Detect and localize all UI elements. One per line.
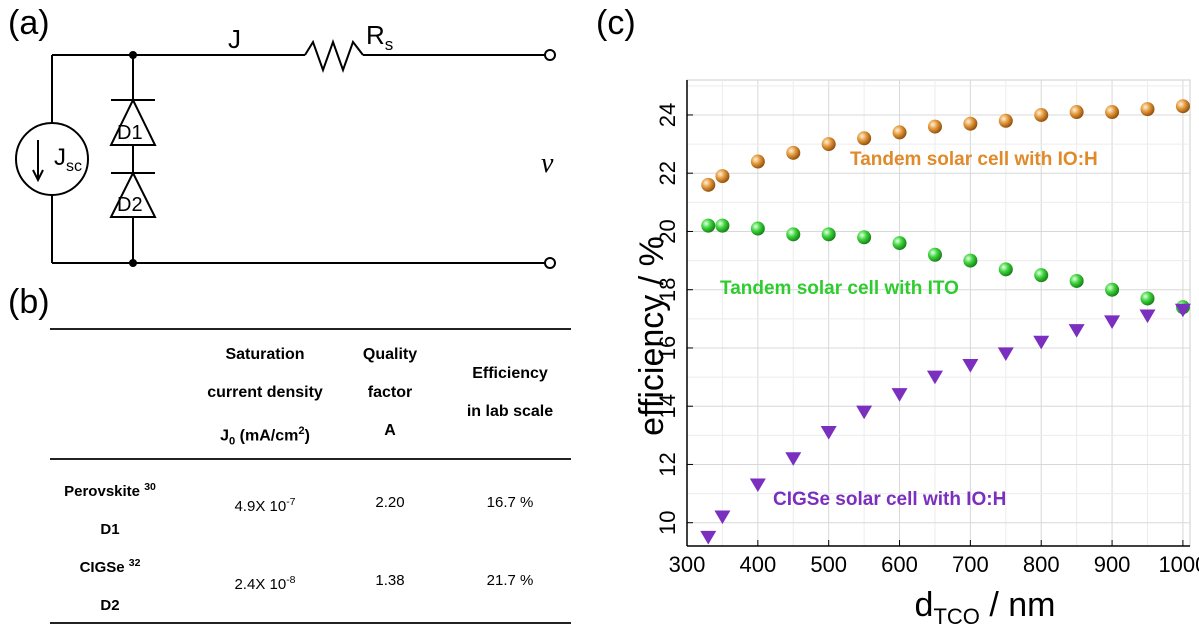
parameter-table: Saturation current density J0 (mA/cm2) Q… bbox=[50, 328, 571, 628]
mark-ito-tandem bbox=[998, 262, 1013, 277]
mark-io-h-tandem bbox=[821, 137, 836, 152]
mark-ito-tandem bbox=[927, 247, 942, 262]
y-tick-label: 24 bbox=[655, 103, 680, 127]
row-perovskite-a: 2.20 bbox=[375, 494, 405, 511]
mark-cigse bbox=[785, 452, 802, 466]
y-tick-label: 22 bbox=[655, 161, 680, 185]
panel-label-a: (a) bbox=[8, 4, 50, 42]
mark-ito-tandem bbox=[963, 253, 978, 268]
x-tick-label: 300 bbox=[669, 552, 706, 577]
row-cigse-label: CIGSe 32 D2 bbox=[79, 557, 141, 614]
mark-io-h-tandem bbox=[927, 119, 942, 134]
header-efficiency: Efficiency in lab scale bbox=[466, 365, 554, 420]
mark-cigse bbox=[1174, 303, 1191, 318]
x-tick-label: 700 bbox=[952, 552, 989, 577]
mark-ito-tandem bbox=[701, 218, 716, 233]
panel-label-b: (b) bbox=[8, 283, 50, 321]
mark-io-h-tandem bbox=[963, 116, 978, 131]
y-axis-label: efficiency / % bbox=[633, 236, 671, 436]
mark-cigse bbox=[1139, 309, 1156, 324]
mark-io-h-tandem bbox=[998, 113, 1013, 128]
diode-d1-label: D1 bbox=[117, 122, 143, 144]
x-tick-label: 400 bbox=[739, 552, 776, 577]
data-marks bbox=[700, 99, 1191, 545]
mark-ito-tandem bbox=[1034, 268, 1049, 283]
mark-io-h-tandem bbox=[1069, 105, 1084, 120]
y-tick-label: 12 bbox=[655, 452, 680, 476]
mark-io-h-tandem bbox=[786, 145, 801, 160]
grid bbox=[686, 80, 1190, 546]
mark-cigse bbox=[714, 510, 731, 525]
efficiency-chart: 300 400 500 600 700 800 900 1000 10 12 14 16 18 20 22 2… bbox=[633, 79, 1199, 629]
mark-ito-tandem bbox=[1105, 282, 1120, 297]
mark-io-h-tandem bbox=[750, 154, 765, 169]
y-tick-label: 16 bbox=[655, 336, 680, 360]
axes: 300 400 500 600 700 800 900 1000 10 12 14 16 18 20 22 2… bbox=[655, 80, 1199, 577]
row-cigse-eff: 21.7 % bbox=[486, 572, 534, 589]
x-tick-label: 500 bbox=[810, 552, 847, 577]
series-label-io-h-tandem: Tandem solar cell with IO:H bbox=[850, 149, 1098, 170]
mark-ito-tandem bbox=[892, 236, 907, 251]
y-tick-label: 14 bbox=[655, 394, 680, 418]
mark-io-h-tandem bbox=[701, 177, 716, 192]
diode-d2-label: D2 bbox=[117, 194, 143, 216]
mark-ito-tandem bbox=[715, 218, 730, 233]
y-tick-label: 18 bbox=[655, 277, 680, 301]
row-perovskite-j0: 4.9X 10-7 bbox=[234, 496, 296, 515]
row-perovskite-label: Perovskite 30 D1 bbox=[64, 481, 156, 538]
mark-io-h-tandem bbox=[1105, 105, 1120, 120]
header-saturation-current: Saturation current density J0 (mA/cm2) bbox=[207, 346, 323, 448]
mark-cigse bbox=[1104, 315, 1121, 329]
mark-io-h-tandem bbox=[715, 169, 730, 184]
mark-io-h-tandem bbox=[892, 125, 907, 140]
x-tick-label: 800 bbox=[1023, 552, 1060, 577]
mark-ito-tandem bbox=[821, 227, 836, 242]
voltage-label: v bbox=[541, 148, 554, 179]
mark-cigse bbox=[749, 478, 766, 493]
mark-cigse bbox=[962, 359, 979, 373]
y-tick-label: 20 bbox=[655, 219, 680, 243]
mark-io-h-tandem bbox=[857, 131, 872, 146]
table-header-rule bbox=[50, 458, 571, 460]
mark-io-h-tandem bbox=[1140, 102, 1155, 117]
x-tick-label: 900 bbox=[1094, 552, 1131, 577]
series-label-ito-tandem: Tandem solar cell with ITO bbox=[720, 278, 959, 299]
mark-ito-tandem bbox=[750, 221, 765, 236]
current-label: J bbox=[228, 24, 241, 54]
mark-cigse bbox=[700, 530, 717, 545]
mark-ito-tandem bbox=[1069, 273, 1084, 288]
mark-ito-tandem bbox=[786, 227, 801, 242]
x-tick-label: 600 bbox=[881, 552, 918, 577]
mark-ito-tandem bbox=[857, 230, 872, 245]
row-cigse-a: 1.38 bbox=[375, 572, 405, 589]
row-cigse-j0: 2.4X 10-8 bbox=[234, 574, 296, 593]
x-tick-label: 1000 bbox=[1158, 552, 1199, 577]
source-label: Jsc bbox=[54, 144, 82, 175]
mark-cigse bbox=[1068, 324, 1085, 338]
mark-cigse bbox=[856, 405, 873, 420]
x-axis-label: dTCO / nm bbox=[915, 586, 1056, 629]
table-top-rule bbox=[50, 328, 571, 330]
table-bottom-rule bbox=[50, 622, 571, 624]
mark-cigse bbox=[891, 388, 908, 402]
mark-cigse bbox=[820, 426, 837, 440]
y-tick-label: 10 bbox=[655, 510, 680, 534]
resistor-label: Rs bbox=[366, 20, 393, 54]
mark-io-h-tandem bbox=[1034, 107, 1049, 122]
mark-cigse bbox=[926, 370, 943, 385]
circuit-diagram: J Rs Jsc D1 D2 v bbox=[15, 20, 556, 269]
series-label-cigse: CIGSe solar cell with IO:H bbox=[773, 489, 1006, 510]
mark-cigse bbox=[997, 347, 1014, 361]
mark-ito-tandem bbox=[1140, 291, 1155, 306]
panel-label-c: (c) bbox=[596, 4, 636, 42]
header-quality-factor: Quality factor A bbox=[362, 346, 418, 439]
mark-io-h-tandem bbox=[1175, 99, 1190, 114]
row-perovskite-eff: 16.7 % bbox=[486, 494, 534, 511]
mark-cigse bbox=[1033, 335, 1050, 350]
